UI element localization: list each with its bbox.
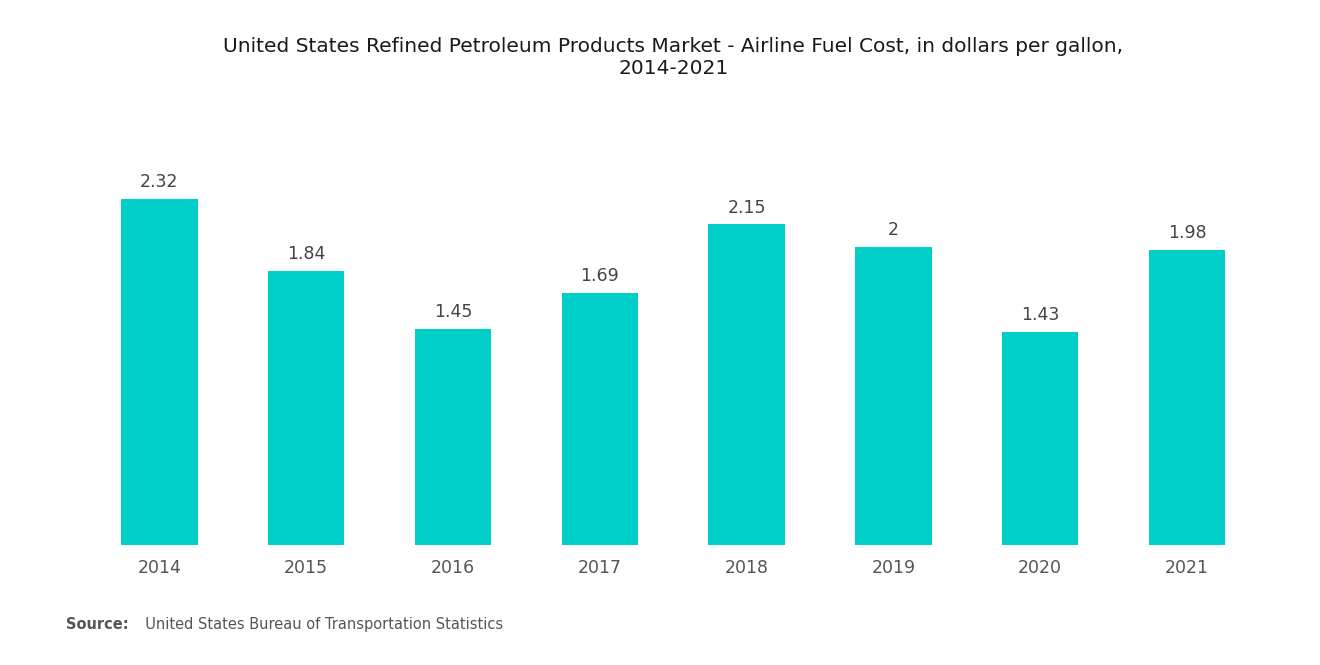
Text: United States Bureau of Transportation Statistics: United States Bureau of Transportation S… (136, 616, 503, 632)
Title: United States Refined Petroleum Products Market - Airline Fuel Cost, in dollars : United States Refined Petroleum Products… (223, 37, 1123, 78)
Text: 2.32: 2.32 (140, 174, 178, 192)
Bar (855, 247, 932, 545)
Bar (709, 224, 785, 545)
Text: 1.43: 1.43 (1022, 307, 1060, 325)
Bar (1002, 332, 1078, 545)
Text: 1.69: 1.69 (581, 267, 619, 285)
Text: 1.84: 1.84 (286, 245, 325, 263)
Text: 2: 2 (888, 221, 899, 239)
Bar (561, 293, 638, 545)
Bar (268, 271, 345, 545)
Text: 1.45: 1.45 (434, 303, 473, 321)
Bar (414, 329, 491, 545)
Text: 1.98: 1.98 (1168, 224, 1206, 242)
Bar (121, 199, 198, 545)
Text: 2.15: 2.15 (727, 199, 766, 217)
Bar (1148, 249, 1225, 545)
Text: Source:: Source: (66, 616, 128, 632)
